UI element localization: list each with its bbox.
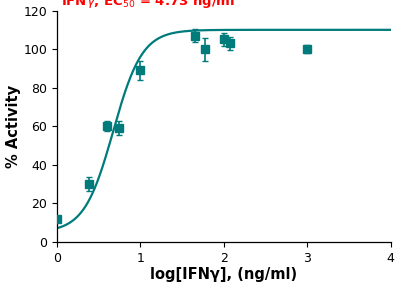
Y-axis label: % Activity: % Activity	[6, 85, 20, 168]
Text: IFN$\gamma$, EC$_{50}$ = 4.73 ng/ml: IFN$\gamma$, EC$_{50}$ = 4.73 ng/ml	[61, 0, 235, 10]
X-axis label: log[IFNγ], (ng/ml): log[IFNγ], (ng/ml)	[150, 268, 297, 283]
